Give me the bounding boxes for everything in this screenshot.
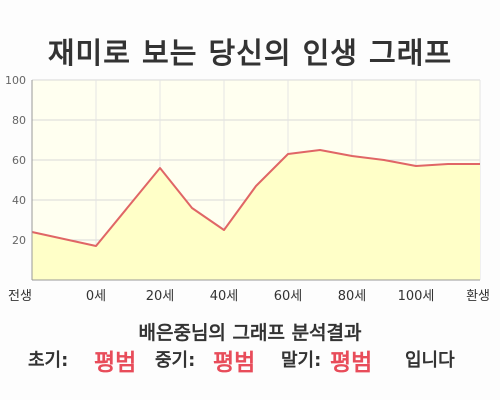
- y-tick-label: 80: [12, 114, 26, 127]
- x-tick-label: 60세: [274, 289, 303, 304]
- x-tick-label: 80세: [338, 289, 367, 304]
- series-line: [31, 149, 480, 247]
- early-label: 초기:: [28, 350, 69, 371]
- late-label: 말기:: [281, 350, 322, 371]
- y-tick-label: 40: [12, 194, 26, 207]
- life-graph-chart: 20 40 60 80 100 전생 0세 20세 40세 60세 80세 100세 환생: [5, 74, 490, 304]
- x-tick-label: 환생: [466, 289, 490, 304]
- y-tick-label: 100: [5, 74, 26, 87]
- x-tick-label: 40세: [210, 289, 239, 304]
- result-suffix: 입니다: [405, 350, 455, 371]
- mid-label: 중기:: [155, 350, 196, 371]
- late-value: 평범: [330, 350, 373, 376]
- mid-value: 평범: [213, 350, 256, 376]
- result-heading: 배은중님의 그래프 분석결과: [138, 322, 362, 344]
- x-tick-label: 0세: [86, 289, 106, 304]
- early-value: 평범: [94, 350, 137, 376]
- series-area: [32, 150, 480, 280]
- y-tick-label: 20: [12, 234, 26, 247]
- y-tick-label: 60: [12, 154, 26, 167]
- x-tick-label: 전생: [8, 289, 32, 304]
- page-title: 재미로 보는 당신의 인생 그래프: [47, 36, 453, 70]
- x-tick-label: 100세: [398, 289, 435, 304]
- x-tick-label: 20세: [146, 289, 175, 304]
